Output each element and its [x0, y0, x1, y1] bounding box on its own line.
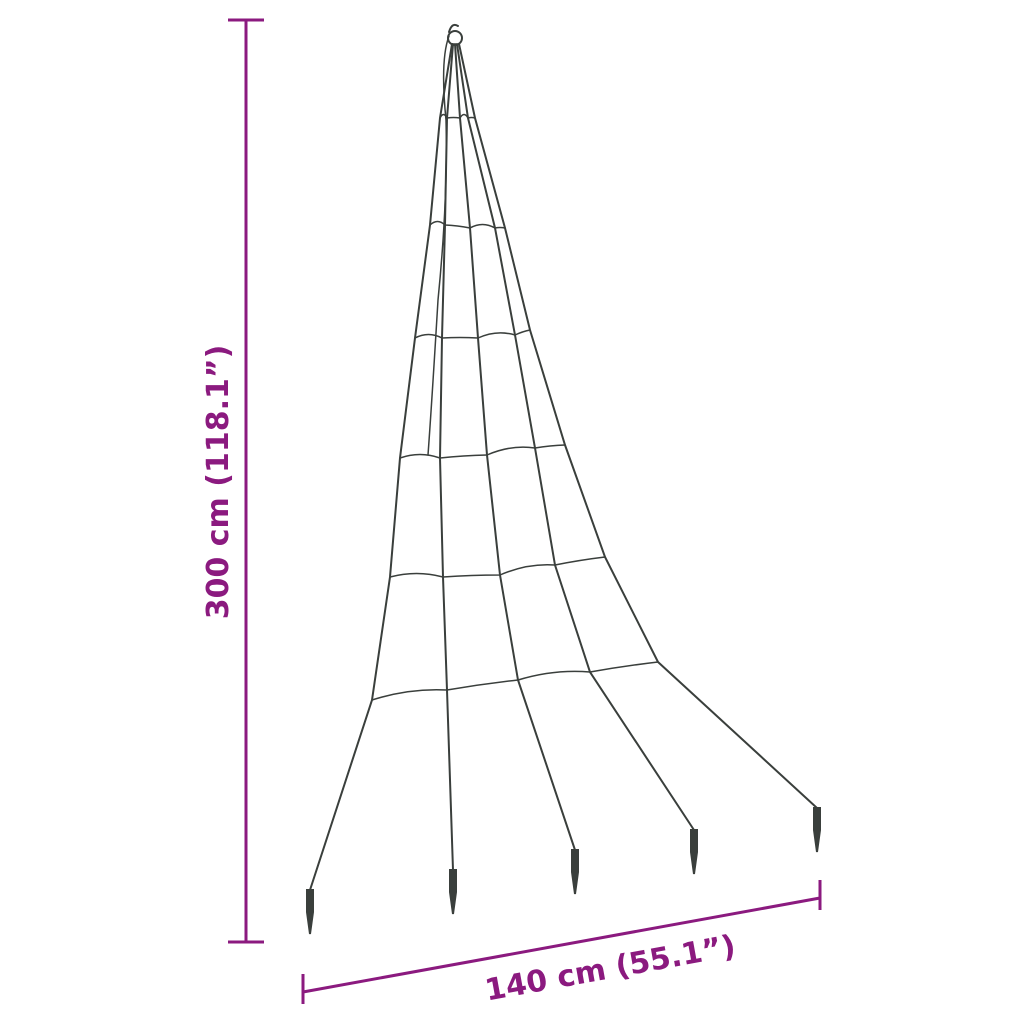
ring-1: [439, 113, 476, 119]
strand-1: [309, 43, 453, 891]
ring-5: [389, 556, 606, 578]
hanging-loop: [448, 23, 459, 33]
strand-3: [454, 43, 576, 851]
strand-4: [456, 43, 695, 831]
light-tree-frame-icon: [306, 23, 821, 935]
ring-4: [399, 444, 566, 459]
width-dimension: [301, 880, 822, 1004]
ring-6: [371, 661, 659, 701]
ground-stake-4: [690, 829, 698, 875]
strand-5: [458, 43, 818, 809]
ring-2: [429, 220, 506, 229]
power-cable: [427, 35, 450, 456]
ground-stake-5: [813, 807, 821, 853]
strand-2: [438, 43, 454, 871]
height-label: 300 cm (118.1”): [201, 345, 236, 620]
ring-3: [414, 329, 531, 339]
ground-stake-1: [306, 889, 314, 935]
ground-stake-2: [449, 869, 457, 915]
ground-stake-3: [571, 849, 579, 895]
top-ring: [447, 30, 463, 46]
height-dimension: [228, 18, 264, 944]
width-label: 140 cm (55.1”): [482, 929, 738, 1009]
